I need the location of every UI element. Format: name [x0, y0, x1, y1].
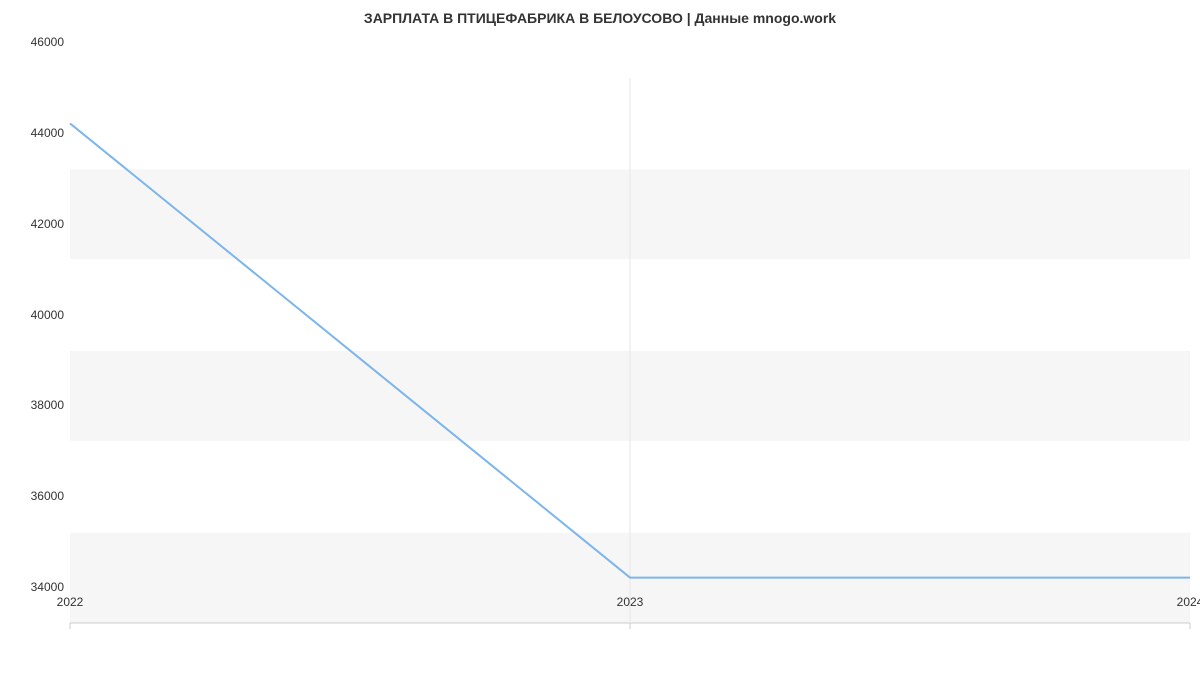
y-axis-tick-label: 44000	[31, 126, 64, 140]
y-axis-tick-label: 46000	[31, 35, 64, 49]
y-axis-tick-label: 40000	[31, 308, 64, 322]
y-axis-tick-label: 42000	[31, 217, 64, 231]
x-axis-tick-label: 2022	[57, 595, 84, 609]
y-axis-tick-label: 34000	[31, 580, 64, 594]
chart-svg	[0, 36, 1200, 686]
chart-title: ЗАРПЛАТА В ПТИЦЕФАБРИКА В БЕЛОУСОВО | Да…	[0, 0, 1200, 36]
y-axis-tick-label: 38000	[31, 398, 64, 412]
x-axis-tick-label: 2023	[617, 595, 644, 609]
y-axis-tick-label: 36000	[31, 489, 64, 503]
salary-chart: ЗАРПЛАТА В ПТИЦЕФАБРИКА В БЕЛОУСОВО | Да…	[0, 0, 1200, 650]
x-axis-tick-label: 2024	[1177, 595, 1200, 609]
